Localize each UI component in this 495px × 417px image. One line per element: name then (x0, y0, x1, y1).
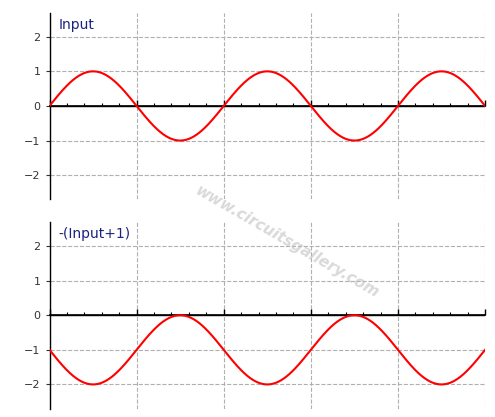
Text: Input: Input (58, 18, 94, 32)
Text: -(Input+1): -(Input+1) (58, 227, 130, 241)
Text: www.circuitsgallery.com: www.circuitsgallery.com (193, 183, 382, 301)
